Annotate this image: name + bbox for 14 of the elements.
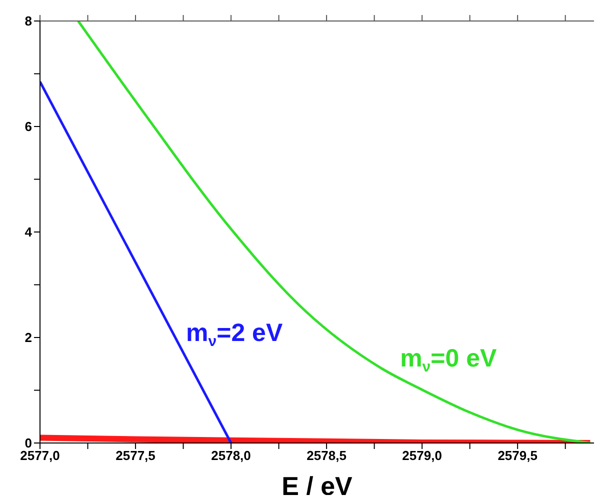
y-tick-label: 4	[24, 224, 33, 240]
x-tick-label: 2578,5	[306, 448, 346, 464]
series-label: m$_{ν}$=2 eV	[186, 319, 283, 350]
series-label: m$_{ν}$=0 eV	[400, 344, 497, 376]
y-tick-label: 8	[24, 14, 32, 29]
x-tick-label: 2579,0	[402, 448, 442, 464]
y-tick-label: 0	[24, 436, 32, 451]
line-series	[76, 21, 592, 443]
x-tick-label: 2577,5	[116, 448, 156, 464]
y-tick-label: 6	[24, 119, 32, 134]
x-tick-label: 2577,0	[20, 448, 60, 464]
x-tick-label: 2578,0	[211, 448, 251, 464]
x-tick-label: 2579,5	[498, 448, 538, 464]
y-tick-label: 2	[24, 330, 32, 346]
